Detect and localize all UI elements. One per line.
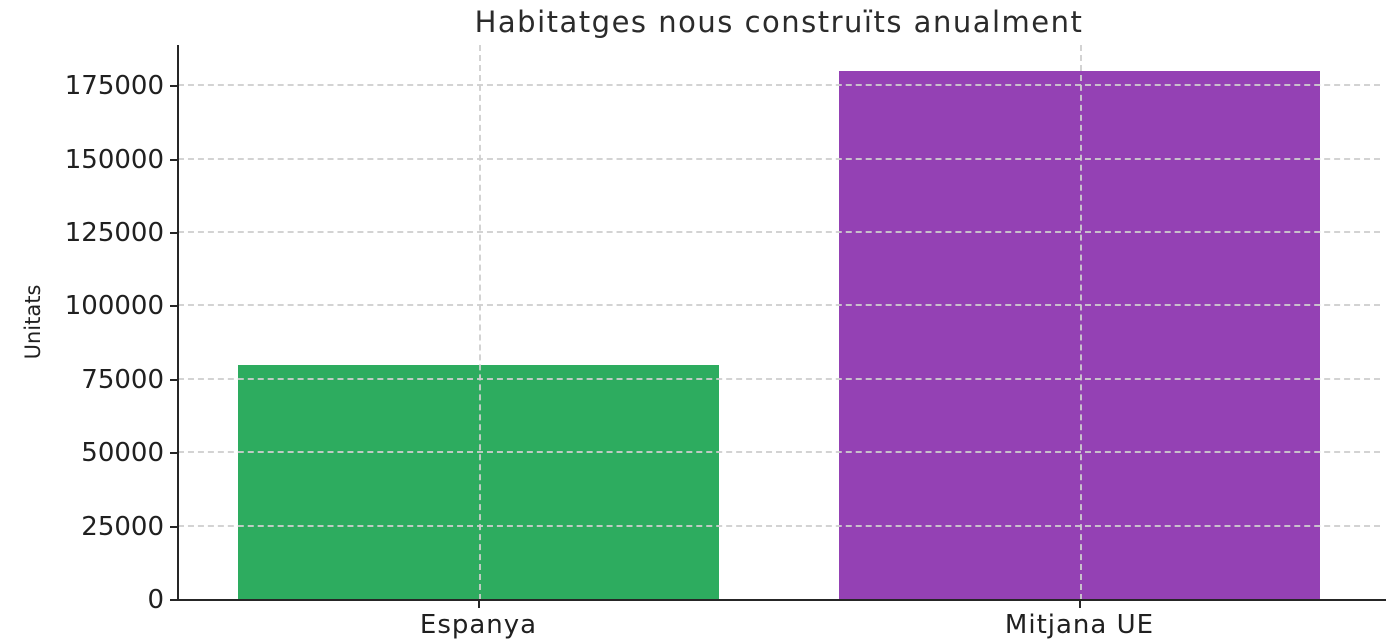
gridline-vertical	[1079, 45, 1082, 600]
bar-espanya	[238, 365, 719, 600]
x-tick-label: Espanya	[419, 610, 538, 640]
y-tick-mark	[170, 378, 178, 381]
gridline-horizontal	[178, 451, 1380, 454]
y-tick-mark	[170, 305, 178, 308]
y-tick-label: 125000	[64, 217, 164, 248]
y-tick-label: 75000	[81, 364, 164, 395]
x-tick-label: Mitjana UE	[1004, 610, 1155, 640]
gridline-vertical	[478, 45, 481, 600]
y-tick-mark	[170, 231, 178, 234]
y-tick-mark	[170, 85, 178, 88]
y-axis-label: Unitats	[21, 284, 45, 360]
gridline-horizontal	[178, 230, 1380, 233]
gridline-horizontal	[178, 304, 1380, 307]
plot-area: 0 25000 50000 75000 100000 125000 150000 175000…	[65, 45, 1386, 639]
y-tick-label: 100000	[64, 291, 164, 322]
y-tick-mark	[170, 452, 178, 455]
y-tick-label: 50000	[81, 438, 164, 469]
y-tick-mark	[170, 158, 178, 161]
y-tick-label: 25000	[81, 511, 164, 542]
gridline-horizontal	[178, 84, 1380, 87]
x-axis-line	[177, 598, 1386, 601]
y-tick-label: 150000	[64, 144, 164, 175]
bar-mitjana-ue	[839, 71, 1320, 600]
chart-title: Habitatges nous construïts anualment	[474, 5, 1084, 39]
gridline-horizontal	[178, 524, 1380, 527]
y-tick-label: 175000	[64, 71, 164, 102]
x-tick-mark	[477, 600, 480, 608]
x-tick-mark	[1078, 600, 1081, 608]
y-tick-mark	[170, 599, 178, 601]
y-tick-label: 0	[147, 585, 164, 615]
gridline-horizontal	[178, 377, 1380, 380]
y-axis-line	[177, 45, 179, 600]
gridline-horizontal	[178, 157, 1380, 160]
y-tick-mark	[170, 525, 178, 528]
